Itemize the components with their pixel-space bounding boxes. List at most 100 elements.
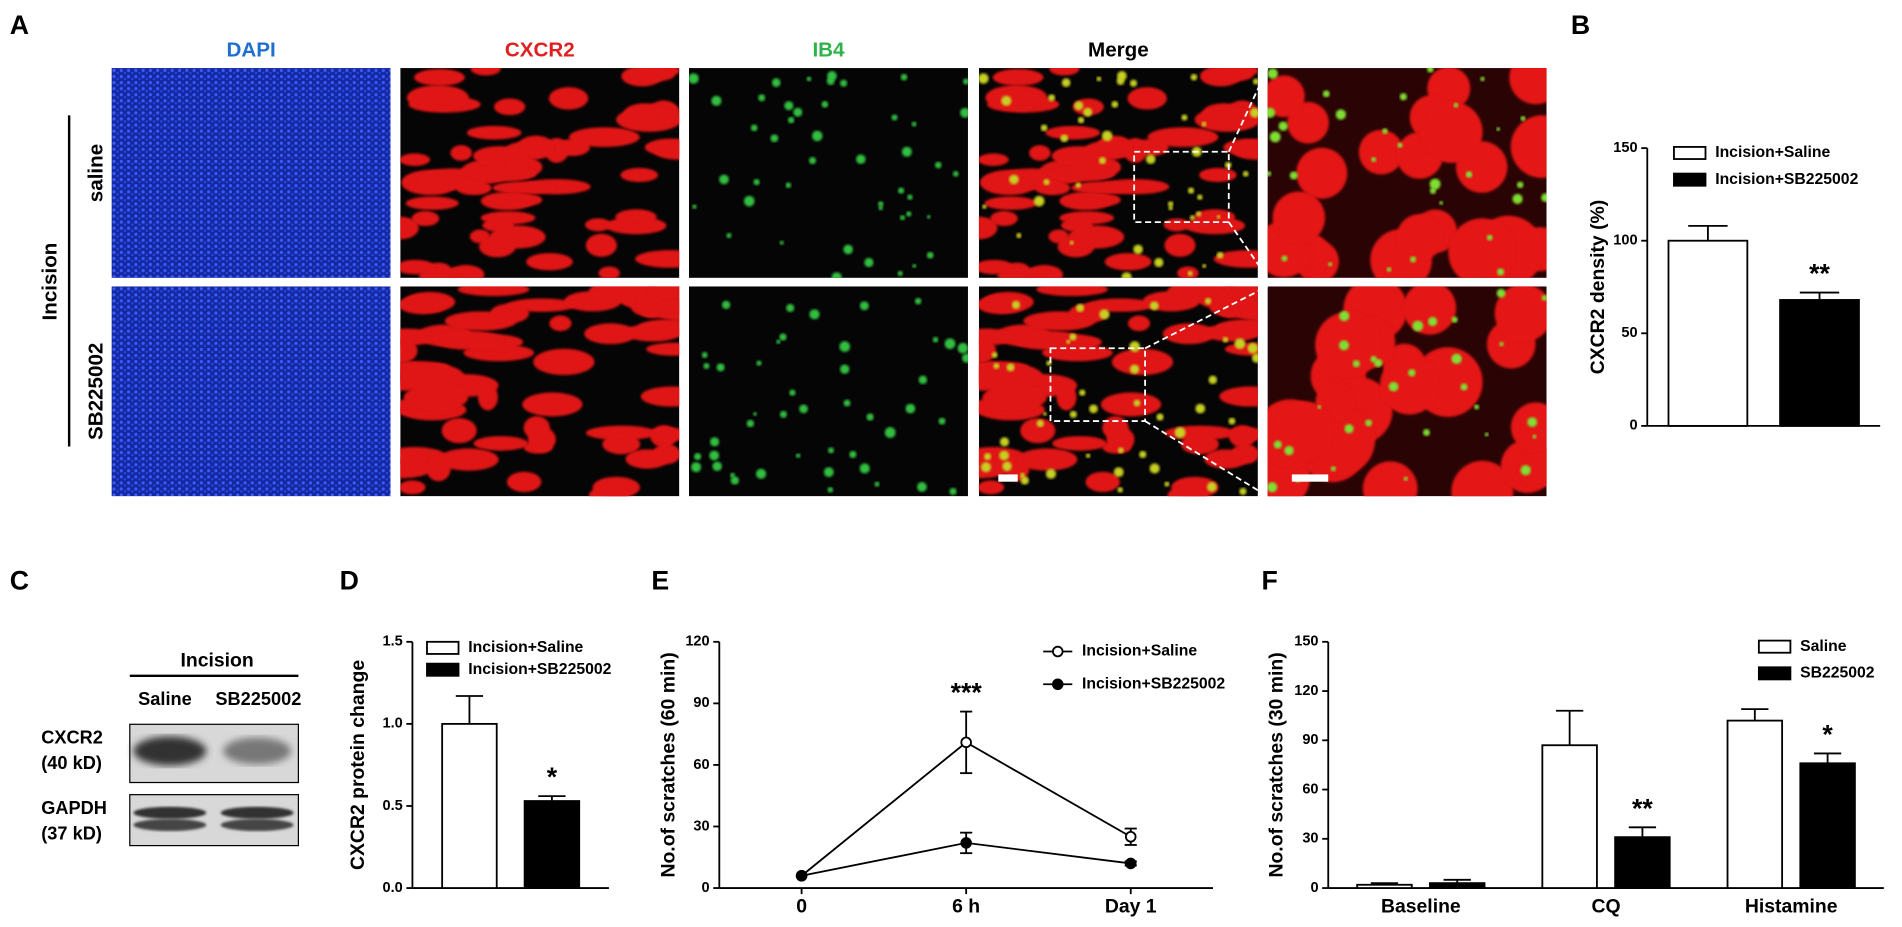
cell [605, 216, 667, 235]
ib4-cell [1187, 270, 1193, 277]
cell [1147, 127, 1219, 147]
ib4-cell [1121, 272, 1132, 278]
ib4-cell [982, 204, 987, 209]
significance: ** [1632, 793, 1653, 823]
ib4-cell [821, 101, 829, 108]
cell [507, 156, 533, 170]
zoom-line [1144, 420, 1269, 498]
x-tick-label: 6 h [952, 896, 980, 918]
micrograph [111, 286, 391, 497]
ib4-cell [1496, 288, 1506, 298]
cell [588, 486, 629, 497]
ib4-cell [1330, 466, 1336, 472]
ib4-cell [787, 116, 795, 124]
lane-label: Saline [138, 689, 192, 709]
ib4-cell [1117, 447, 1124, 454]
ib4-cell [878, 201, 884, 207]
ib4-cell [831, 272, 842, 278]
cell [400, 480, 426, 495]
cell [1036, 286, 1108, 297]
cell [406, 85, 469, 111]
cell [585, 425, 657, 441]
ib4-cell [1267, 107, 1276, 118]
cell [450, 145, 472, 161]
y-tick-label: 50 [1621, 325, 1637, 341]
cell [1421, 101, 1483, 163]
ib4-cell [859, 301, 869, 311]
ib4-cell [1520, 465, 1531, 476]
legend-label: SB225002 [1800, 665, 1875, 682]
y-tick-label: 0 [1629, 418, 1637, 434]
ib4-cell [692, 204, 697, 209]
band [133, 818, 207, 832]
ib4-cell [1474, 404, 1480, 410]
ib4-cell [900, 73, 908, 81]
ib4-cell [703, 362, 710, 370]
cell [616, 107, 680, 132]
cell [470, 68, 501, 76]
ib4-cell [1397, 142, 1403, 148]
cell [400, 363, 465, 390]
cell [549, 315, 572, 332]
cell [1213, 250, 1258, 268]
ib4-cell [918, 375, 928, 385]
panel-letter: B [1571, 10, 1590, 40]
ib4-cell [1129, 341, 1141, 352]
cell [1510, 402, 1547, 453]
ib4-cell [1480, 76, 1485, 82]
ib4-cell [991, 352, 998, 358]
significance: * [547, 762, 558, 792]
cell [978, 153, 1009, 167]
ib4-cell [957, 342, 968, 354]
cell [1287, 101, 1329, 144]
ib4-cell [795, 453, 801, 459]
bar [1667, 239, 1749, 427]
band [220, 818, 294, 832]
cell [584, 323, 637, 345]
cell [1403, 286, 1457, 335]
cell [1296, 147, 1348, 199]
ib4-cell [1060, 134, 1069, 143]
ib4-cell [878, 205, 884, 211]
ib4-cell [897, 270, 903, 277]
ib4-cell [1352, 360, 1360, 368]
background [688, 68, 968, 278]
ib4-cell [1382, 128, 1388, 135]
ib4-cell [843, 244, 853, 255]
legend-label: Incision+Saline [1715, 144, 1830, 161]
significance: * [1822, 720, 1833, 750]
ib4-cell [1239, 487, 1247, 496]
ib4-cell [789, 389, 796, 396]
ib4-cell [712, 461, 722, 472]
cell [1071, 181, 1135, 195]
marker [795, 869, 808, 882]
ib4-cell [911, 121, 917, 127]
ib4-cell [1206, 482, 1217, 492]
ib4-cell [793, 107, 803, 117]
ib4-cell [1145, 154, 1156, 164]
cell [418, 268, 475, 278]
y-axis-title: No.of scratches (60 min) [658, 652, 680, 877]
ib4-cell [1427, 68, 1434, 73]
cell [1029, 145, 1051, 161]
cell [620, 167, 659, 183]
ib4-cell [932, 336, 939, 343]
ib4-cell [1486, 234, 1493, 241]
cell [1085, 156, 1111, 170]
ib4-cell [866, 413, 874, 421]
row-label: SB225002 [84, 343, 107, 440]
y-tick-label: 60 [693, 757, 709, 773]
cell [1509, 68, 1547, 105]
cell [985, 85, 1048, 111]
ib4-cell [1410, 256, 1417, 263]
lane-label: SB225002 [215, 689, 301, 709]
micrograph [1267, 286, 1547, 497]
ib4-cell [1234, 338, 1246, 350]
x-tick-label: 0 [796, 896, 807, 918]
ib4-cell [839, 364, 850, 374]
ib4-cell [1149, 463, 1160, 474]
ib4-cell [1204, 297, 1212, 305]
zoom-line [1144, 285, 1269, 350]
